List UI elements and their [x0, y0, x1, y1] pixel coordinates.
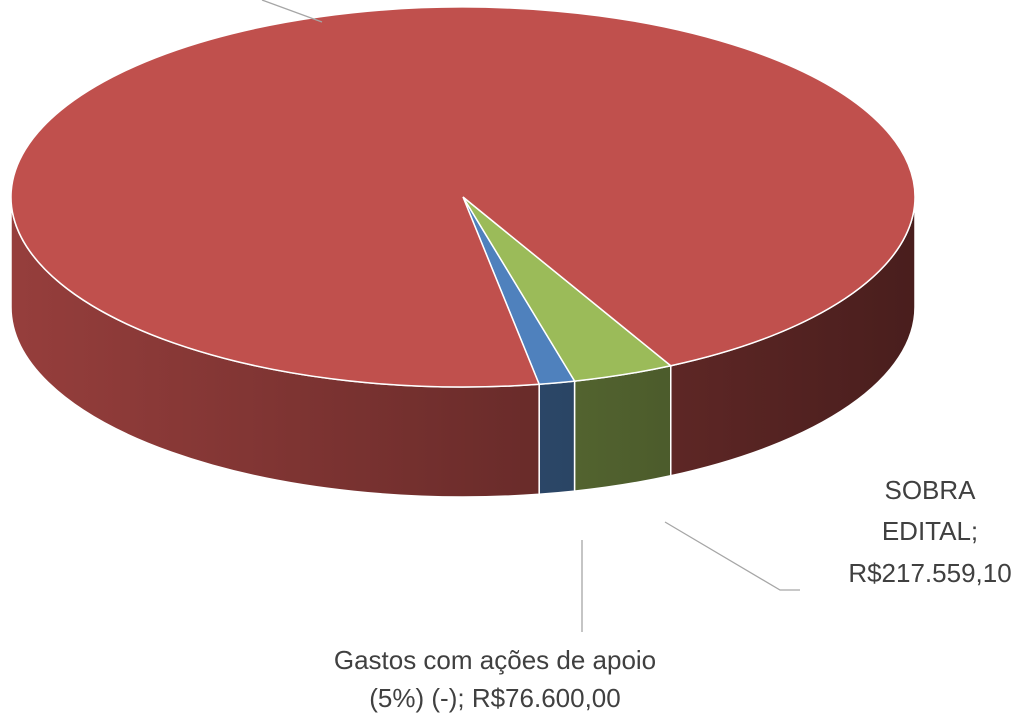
- pie-sides: [10, 196, 916, 498]
- label-line: R$217.559,10: [848, 558, 1011, 588]
- label-line: EDITAL;: [882, 516, 978, 546]
- label-part: (5%) (-);: [369, 683, 472, 713]
- leader-line: [261, 0, 323, 23]
- pie-side: [573, 364, 672, 492]
- label-line: (5%) (-); R$76.600,00: [369, 683, 620, 713]
- data-label: SOBRA EDITAL; R$217.559,10: [848, 475, 1011, 588]
- pie-tops: [10, 6, 916, 388]
- label-line: SOBRA: [884, 475, 976, 505]
- leader-line: [664, 521, 800, 591]
- pie-side: [538, 380, 576, 496]
- pie-slice: [10, 6, 916, 388]
- data-label: Gastos com ações de apoio (5%) (-); R$76.…: [334, 645, 656, 713]
- data-labels: Gastos com ações de apoio (5%) (-); R$76.…: [334, 475, 1012, 713]
- label-part: R$76.600,00: [472, 683, 621, 713]
- label-line: Gastos com ações de apoio: [334, 645, 656, 675]
